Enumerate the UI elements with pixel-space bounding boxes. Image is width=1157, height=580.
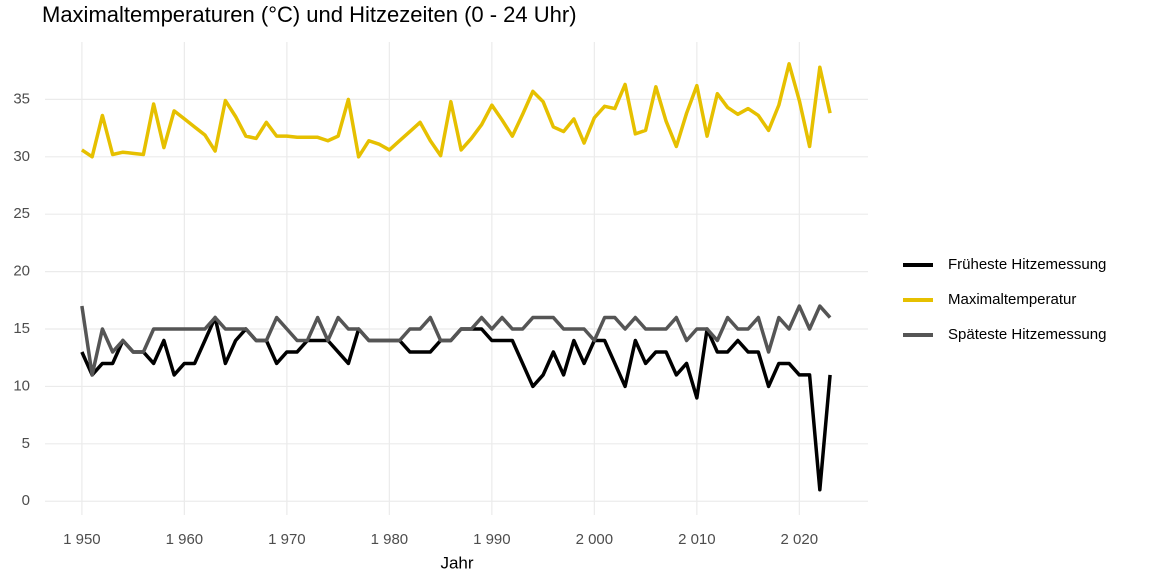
series-line: [80, 315, 832, 492]
x-tick-label: 2 010: [678, 531, 716, 548]
series-line: [80, 62, 832, 159]
x-tick-label: 1 950: [63, 531, 101, 548]
legend-label: Maximaltemperatur: [948, 291, 1076, 308]
series-line: [80, 304, 832, 377]
chart-title: Maximaltemperaturen (°C) und Hitzezeiten…: [42, 2, 577, 27]
y-tick-label: 15: [13, 320, 30, 337]
y-tick-label: 5: [22, 435, 30, 452]
y-tick-label: 35: [13, 90, 30, 107]
y-tick-label: 30: [13, 148, 30, 165]
x-tick-label: 2 020: [781, 531, 819, 548]
y-tick-label: 20: [13, 263, 30, 280]
x-tick-label: 1 980: [371, 531, 409, 548]
x-axis-title: Jahr: [440, 553, 473, 572]
y-tick-label: 0: [22, 492, 30, 509]
x-tick-label: 1 990: [473, 531, 511, 548]
legend-label: Späteste Hitzemessung: [948, 326, 1106, 343]
x-tick-label: 1 970: [268, 531, 306, 548]
legend-label: Früheste Hitzemessung: [948, 256, 1106, 273]
x-tick-label: 1 960: [166, 531, 204, 548]
grid: [45, 42, 868, 515]
x-tick-label: 2 000: [576, 531, 614, 548]
y-tick-label: 25: [13, 205, 30, 222]
y-tick-label: 10: [13, 377, 30, 394]
